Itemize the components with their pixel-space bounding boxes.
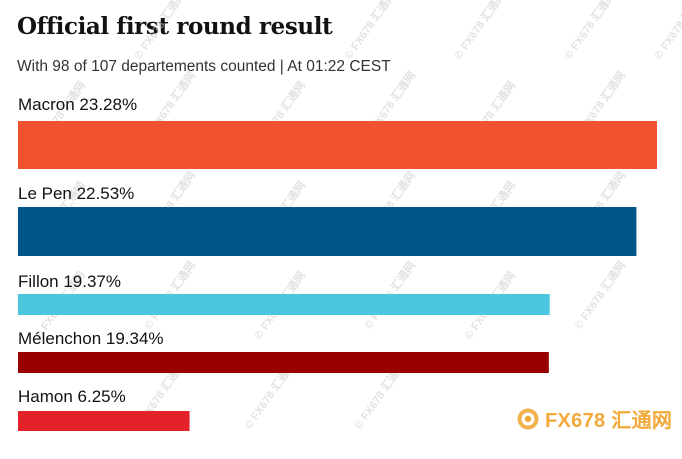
- bar: [18, 121, 657, 169]
- bar: [18, 352, 549, 373]
- watermark-logo-text: FX678 汇通网: [545, 410, 673, 432]
- watermark-text: © FX678 汇通网: [452, 0, 508, 62]
- bar-label: Fillon 19.37%: [18, 272, 121, 291]
- chart-title: Official first round result: [17, 13, 333, 40]
- fx678-logo-icon: [517, 408, 539, 429]
- watermark-text: © FX678 汇通网: [562, 0, 618, 62]
- watermark-logo: FX678 汇通网: [516, 404, 672, 433]
- watermark-text: © FX678 汇通网: [132, 0, 188, 62]
- watermark-text: © FX678 汇通网: [572, 259, 628, 332]
- bar-label: Macron 23.28%: [18, 95, 137, 114]
- bar: [18, 207, 637, 256]
- bar-label: Mélenchon 19.34%: [18, 329, 164, 348]
- chart-subtitle: With 98 of 107 departements counted | At…: [17, 58, 391, 75]
- bar-label: Hamon 6.25%: [18, 387, 126, 406]
- watermark-text: © FX678 汇通网: [342, 0, 398, 62]
- bar: [18, 294, 550, 315]
- bar: [18, 411, 190, 431]
- bar-label: Le Pen 22.53%: [18, 184, 134, 203]
- watermark-text: © FX678 汇通网: [652, 0, 682, 62]
